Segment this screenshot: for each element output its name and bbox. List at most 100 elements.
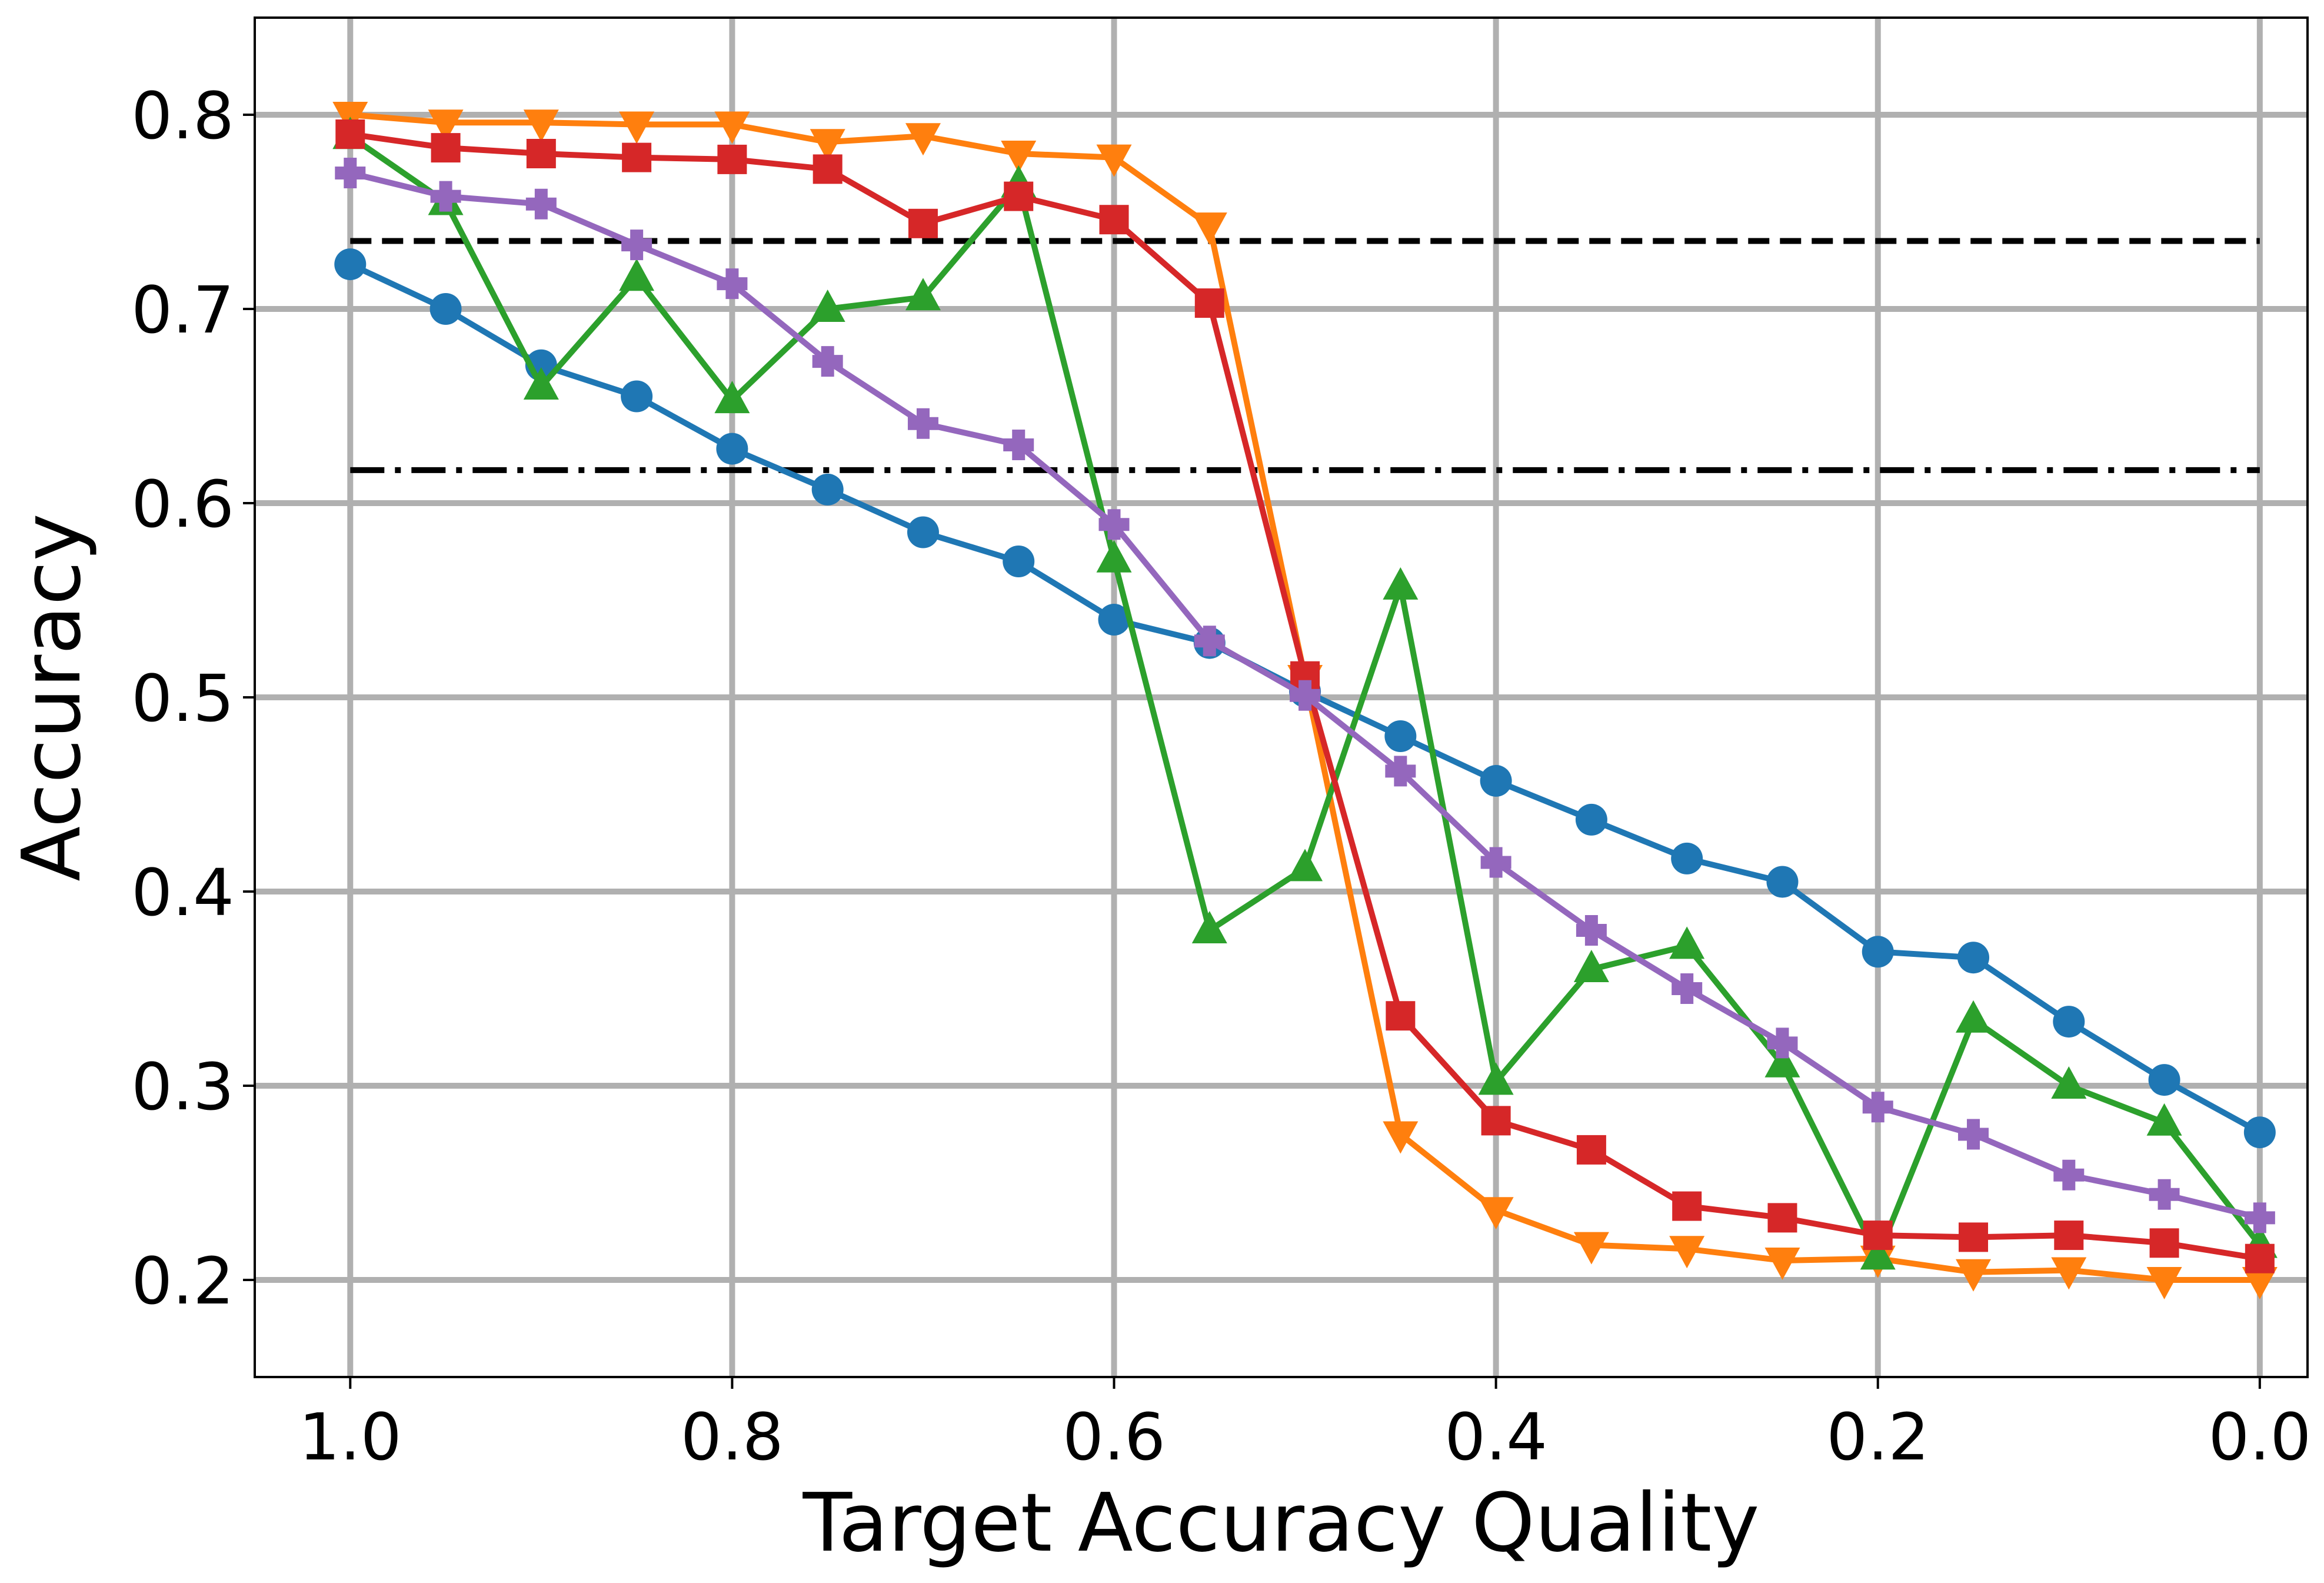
square-marker: [813, 154, 843, 184]
x-tick-label: 0.8: [681, 1399, 784, 1475]
triangle-down-marker: [1764, 1248, 1800, 1280]
triangle-down-marker: [714, 111, 750, 144]
circle-marker: [907, 516, 939, 548]
circle-marker: [1766, 866, 1799, 898]
triangle-up-marker: [1764, 1045, 1800, 1077]
y-tick-label: 0.3: [131, 1049, 234, 1125]
square-marker: [908, 208, 938, 238]
square-marker: [622, 142, 652, 172]
plus-marker: [1958, 1119, 1989, 1150]
circle-marker: [1575, 803, 1607, 836]
triangle-down-marker: [523, 109, 559, 142]
plus-marker: [2053, 1159, 2085, 1190]
triangle-up-marker: [1383, 567, 1419, 600]
circle-marker: [2148, 1064, 2180, 1096]
plus-marker: [430, 181, 461, 212]
tick-labels: 1.0 0.8 0.6 0.4 0.2 0.0 0.2 0.3 0.4 0.5 0.6 0.7 0.8: [131, 78, 2311, 1475]
circle-marker: [1862, 936, 1894, 968]
triangle-up-marker: [714, 381, 750, 414]
y-tick-label: 0.4: [131, 855, 234, 930]
circle-marker: [429, 293, 462, 325]
x-tick-label: 0.0: [2208, 1399, 2311, 1475]
circle-marker: [2243, 1116, 2276, 1149]
square-marker: [1004, 181, 1034, 211]
triangle-up-marker: [1669, 926, 1705, 959]
triangle-down-marker: [619, 111, 655, 144]
square-marker: [335, 119, 365, 149]
triangle-down-marker: [2242, 1267, 2278, 1299]
grid-lines: [255, 18, 2308, 1377]
circle-marker: [1671, 842, 1703, 874]
plus-marker: [1862, 1092, 1893, 1123]
plus-marker: [2244, 1202, 2275, 1233]
square-marker: [431, 133, 461, 163]
series-circle: [334, 248, 2276, 1149]
triangle-down-marker: [810, 129, 845, 162]
square-marker: [2054, 1220, 2084, 1251]
triangle-down-marker: [1383, 1121, 1419, 1154]
circle-marker: [2053, 1006, 2085, 1038]
y-tick-label: 0.8: [131, 78, 234, 154]
circle-marker: [1098, 604, 1130, 636]
triangle-down-marker: [1573, 1232, 1609, 1265]
x-tick-label: 0.4: [1444, 1399, 1547, 1475]
square-marker: [1672, 1191, 1702, 1221]
triangle-up-marker: [905, 278, 941, 311]
square-marker: [1959, 1222, 1989, 1252]
plus-marker: [525, 188, 557, 220]
square-marker: [717, 144, 747, 174]
series-square: [335, 119, 2275, 1273]
reference-lines: [350, 238, 2260, 473]
triangle-up-marker: [1478, 1062, 1514, 1095]
triangle-up-marker: [1287, 849, 1323, 882]
triangle-down-marker: [2146, 1267, 2182, 1299]
plus-marker: [1480, 847, 1511, 878]
circle-marker: [1384, 720, 1417, 752]
triangle-up-marker: [2051, 1066, 2087, 1099]
circle-marker: [1957, 942, 1990, 974]
plus-marker: [1385, 756, 1416, 787]
triangle-up-marker: [810, 290, 845, 322]
circle-marker: [1003, 546, 1035, 577]
plus-marker: [1767, 1027, 1798, 1059]
plus-marker: [335, 158, 366, 188]
circle-marker: [621, 380, 653, 413]
x-tick-label: 0.2: [1826, 1399, 1929, 1475]
square-marker: [1386, 1001, 1416, 1031]
square-marker: [1863, 1220, 1893, 1251]
y-tick-label: 0.2: [131, 1243, 234, 1319]
triangle-down-marker: [1956, 1259, 1992, 1292]
series-plus: [335, 158, 2275, 1233]
triangle-up-marker: [1860, 1237, 1896, 1270]
triangle-up-marker: [1956, 1000, 1992, 1033]
circle-marker: [716, 433, 748, 465]
plus-marker: [717, 268, 748, 300]
plus-marker: [1098, 509, 1130, 540]
plus-marker: [1194, 626, 1225, 657]
y-tick-label: 0.6: [131, 467, 234, 542]
plus-marker: [907, 408, 938, 439]
y-tick-label: 0.7: [131, 272, 234, 348]
triangle-down-marker: [1478, 1197, 1514, 1230]
triangle-down-marker: [905, 123, 941, 156]
plus-marker: [812, 346, 843, 377]
triangle-down-marker: [2051, 1257, 2087, 1290]
triangle-up-marker: [523, 367, 559, 400]
square-marker: [1099, 205, 1129, 235]
triangle-up-marker: [2146, 1103, 2182, 1136]
circle-marker: [1480, 764, 1512, 797]
square-marker: [2245, 1243, 2275, 1273]
plus-marker: [621, 230, 652, 261]
triangle-down-marker: [428, 109, 464, 142]
square-marker: [1767, 1203, 1797, 1233]
triangle-down-marker: [1669, 1236, 1705, 1269]
square-marker: [1194, 288, 1224, 318]
y-axis-label: Accuracy: [5, 513, 99, 881]
square-marker: [1481, 1106, 1511, 1136]
circle-marker: [334, 248, 367, 281]
x-axis-label: Target Accuracy Quality: [803, 1476, 1760, 1570]
x-tick-label: 0.6: [1063, 1399, 1166, 1475]
triangle-down-marker: [1191, 212, 1227, 245]
triangle-down-marker: [1001, 141, 1037, 173]
